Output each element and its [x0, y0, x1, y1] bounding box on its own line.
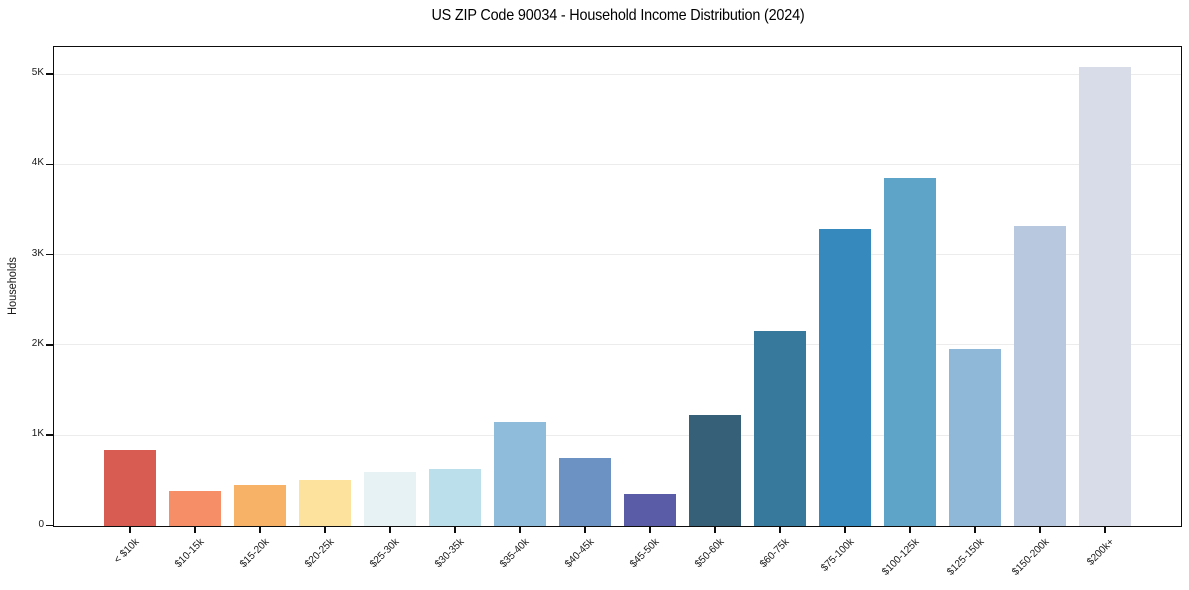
x-tick-label: $50-60k	[692, 535, 727, 570]
gridline	[54, 434, 1181, 436]
y-axis-label: Households	[7, 257, 19, 315]
x-tick-mark	[1104, 527, 1106, 533]
x-tick-label: $30-35k	[432, 535, 467, 570]
bar	[428, 469, 481, 526]
y-tick-label: 2K	[31, 336, 44, 349]
x-tick-mark	[389, 527, 391, 533]
x-tick-label: $200k+	[1084, 535, 1117, 568]
bar	[233, 484, 286, 526]
y-tick-mark	[46, 434, 53, 436]
bar	[1013, 225, 1066, 526]
x-tick-mark	[909, 527, 911, 533]
x-tick-mark	[974, 527, 976, 533]
bar	[688, 414, 741, 526]
x-tick-mark	[779, 527, 781, 533]
y-tick-mark	[46, 163, 53, 166]
bar	[103, 449, 156, 526]
x-tick-mark	[584, 527, 586, 533]
y-tick-label: 0	[38, 517, 44, 530]
bar	[818, 229, 871, 526]
x-tick-mark	[844, 527, 846, 533]
x-tick-mark	[649, 527, 651, 533]
y-tick-label: 5K	[31, 66, 44, 78]
bar	[168, 491, 221, 526]
x-tick-label: $60-75k	[757, 535, 792, 570]
x-tick-mark	[194, 527, 196, 533]
y-tick-mark	[46, 344, 53, 346]
x-tick-label: $25-30k	[367, 535, 402, 570]
x-tick-mark	[519, 527, 521, 533]
x-tick-label: $20-25k	[302, 535, 337, 570]
x-tick-label: < $10k	[111, 535, 142, 566]
bar	[1078, 66, 1131, 526]
x-tick-label: $45-50k	[627, 535, 662, 570]
gridline	[54, 163, 1181, 165]
bar	[363, 472, 416, 526]
bar	[493, 422, 546, 526]
x-tick-label: $125-150k	[944, 535, 987, 578]
x-tick-label: $150-200k	[1009, 535, 1052, 578]
x-tick-label: $15-20k	[237, 535, 272, 570]
x-tick-label: $100-125k	[879, 535, 922, 578]
y-tick-label: 4K	[31, 156, 44, 169]
x-tick-mark	[259, 527, 261, 533]
gridline	[54, 344, 1181, 346]
y-tick-mark	[46, 253, 53, 256]
x-tick-label: $10-15k	[172, 535, 207, 570]
gridline	[54, 73, 1181, 75]
bar	[753, 330, 806, 526]
bar	[623, 493, 676, 526]
y-tick-label: 1K	[31, 427, 44, 440]
x-tick-mark	[454, 527, 456, 533]
x-tick-mark	[1039, 527, 1041, 533]
bar	[298, 479, 351, 526]
x-tick-mark	[324, 527, 326, 533]
bar	[883, 177, 936, 526]
gridline	[54, 254, 1181, 256]
x-tick-label: $40-45k	[562, 535, 597, 570]
y-tick-mark	[46, 524, 53, 527]
bar	[948, 349, 1001, 526]
x-tick-mark	[129, 527, 131, 533]
chart-title: US ZIP Code 90034 - Household Income Dis…	[431, 7, 805, 24]
y-tick-label: 3K	[31, 246, 44, 259]
x-tick-label: $35-40k	[497, 535, 532, 570]
x-tick-label: $75-100k	[818, 535, 857, 574]
bar	[558, 457, 611, 526]
plot-area	[53, 46, 1182, 527]
y-tick-mark	[46, 73, 53, 75]
x-tick-mark	[714, 527, 716, 533]
